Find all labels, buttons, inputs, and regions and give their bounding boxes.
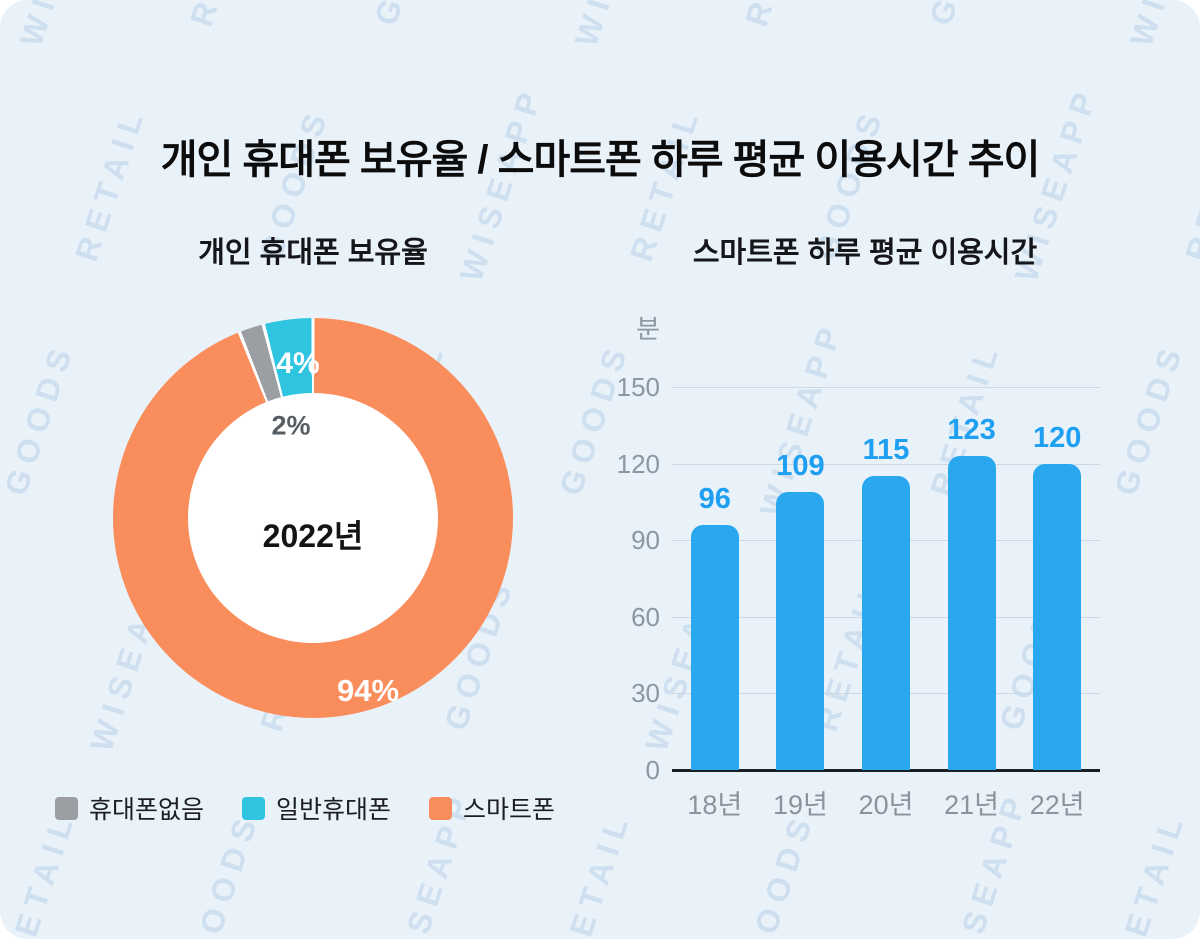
- gridline: [672, 387, 1100, 388]
- slice-label-smartphone: 94%: [336, 673, 400, 708]
- watermark-text: WISEAPP: [1123, 0, 1200, 51]
- legend-label: 스마트폰: [463, 796, 556, 824]
- legend-item: 일반휴대폰: [242, 790, 391, 826]
- watermark-text: GOODS: [367, 0, 451, 30]
- x-axis-label: 20년: [858, 790, 914, 820]
- bar-value-label: 123: [947, 413, 996, 446]
- bar-column: 96: [672, 387, 758, 770]
- legend-swatch: [242, 796, 266, 820]
- legend-swatch: [55, 796, 78, 820]
- legend-label: 일반휴대폰: [276, 796, 392, 824]
- y-axis-tick-label: 120: [616, 448, 660, 479]
- bar: [947, 455, 996, 770]
- gridline: [672, 463, 1100, 465]
- bar-column: 123: [929, 387, 1015, 770]
- y-axis-tick-label: 90: [631, 525, 660, 556]
- x-axis-label: 18년: [687, 790, 743, 820]
- bar: [1033, 463, 1082, 770]
- watermark-text: RETAIL: [1108, 806, 1193, 939]
- watermark-text: GOODS: [182, 807, 266, 939]
- x-axis-label: 22년: [1029, 790, 1085, 820]
- y-axis-tick-label: 0: [645, 755, 660, 785]
- legend-swatch: [429, 796, 453, 820]
- bar-column: 120: [1014, 387, 1100, 770]
- legend: 휴대폰없음 일반휴대폰 스마트폰: [55, 790, 555, 826]
- watermark-text: GOODS: [0, 337, 81, 500]
- bar-chart-title: 스마트폰 하루 평균 이용시간: [692, 237, 1038, 269]
- slice-label-no-phone: 2%: [271, 410, 311, 441]
- legend-label: 휴대폰없음: [89, 796, 205, 824]
- bar: [690, 524, 739, 770]
- watermark-text: GOODS: [1107, 337, 1191, 500]
- slice-label-feature-phone: 4%: [276, 347, 320, 380]
- watermark-text: RETAIL: [0, 806, 83, 939]
- y-axis-unit-label: 분: [636, 314, 660, 344]
- donut-center-label: 2022년: [262, 518, 364, 554]
- legend-item: 휴대폰없음: [55, 790, 204, 826]
- bar-plot-area: 96 109 115 123 120: [672, 387, 1100, 772]
- bar-value-label: 96: [698, 482, 731, 515]
- y-axis-tick-label: 150: [616, 372, 660, 402]
- bar-value-label: 115: [862, 434, 910, 467]
- bar: [776, 491, 825, 770]
- x-axis: 18년 19년 20년 21년 22년: [672, 783, 1100, 822]
- x-axis-label: 21년: [944, 790, 1000, 820]
- donut-chart-title: 개인 휴대폰 보유율: [198, 237, 428, 269]
- bar-column: 115: [843, 387, 929, 770]
- x-axis-label: 19년: [772, 790, 828, 820]
- watermark-text: GOODS: [922, 0, 1006, 30]
- bar-chart: 분 0 30 60 90 120 150 96 109 115 123 120 18년 19년 20년…: [617, 314, 1100, 835]
- bar-column: 109: [758, 387, 844, 770]
- watermark-text: RETAIL: [183, 0, 268, 31]
- y-axis: 0 30 60 90 120 150: [617, 372, 660, 785]
- legend-item: 스마트폰: [429, 790, 555, 826]
- watermark-text: WISEAPP: [13, 0, 111, 51]
- bar-value-label: 120: [1032, 421, 1082, 454]
- watermark-text: RETAIL: [738, 0, 823, 31]
- bars: 96 109 115 123 120: [672, 387, 1100, 770]
- watermark-text: WISEAPP: [1192, 550, 1200, 756]
- y-axis-tick-label: 60: [631, 601, 660, 632]
- page-title: 개인 휴대폰 보유율 / 스마트폰 하루 평균 이용시간 추이: [160, 137, 1041, 182]
- bar-value-label: 109: [776, 449, 825, 482]
- donut-chart: 4% 2% 94% 2022년: [113, 318, 513, 718]
- bar: [861, 476, 910, 770]
- y-axis-tick-label: 30: [631, 678, 660, 709]
- watermark-text: WISEAPP: [568, 0, 666, 51]
- x-axis-baseline: [672, 769, 1100, 772]
